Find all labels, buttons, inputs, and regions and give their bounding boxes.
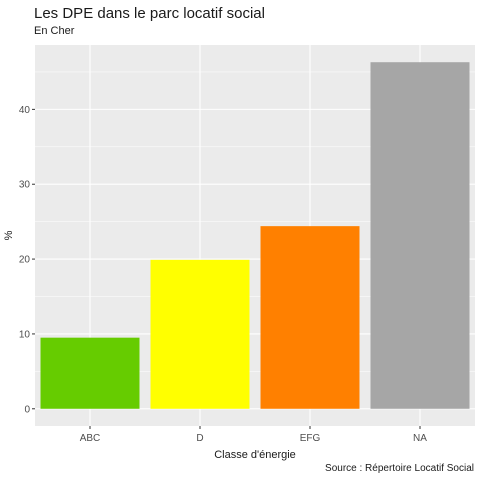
y-tick-label: 20 [19,255,31,266]
x-tick-label: D [196,433,203,444]
y-tick-label: 0 [24,404,30,415]
x-axis-title: Classe d'énergie [214,449,296,461]
chart-subtitle: En Cher [34,25,75,37]
x-tick-label: ABC [80,433,101,444]
y-axis-ticks: 0 10 20 30 40 [19,105,35,415]
x-tick-label: NA [413,433,427,444]
y-tick-label: 40 [19,105,31,116]
x-tick-label: EFG [300,433,321,444]
bar-abc [40,337,140,409]
bar-d [150,259,250,409]
source-caption: Source : Répertoire Locatif Social [325,463,474,474]
bar-na [370,62,470,409]
bars [40,62,470,409]
chart-title: Les DPE dans le parc locatif social [34,5,265,22]
y-tick-label: 30 [19,180,31,191]
bar-efg [260,226,360,409]
y-tick-label: 10 [19,329,31,340]
x-axis-ticks: ABC D EFG NA [80,426,427,444]
y-axis-title: % [3,230,15,240]
